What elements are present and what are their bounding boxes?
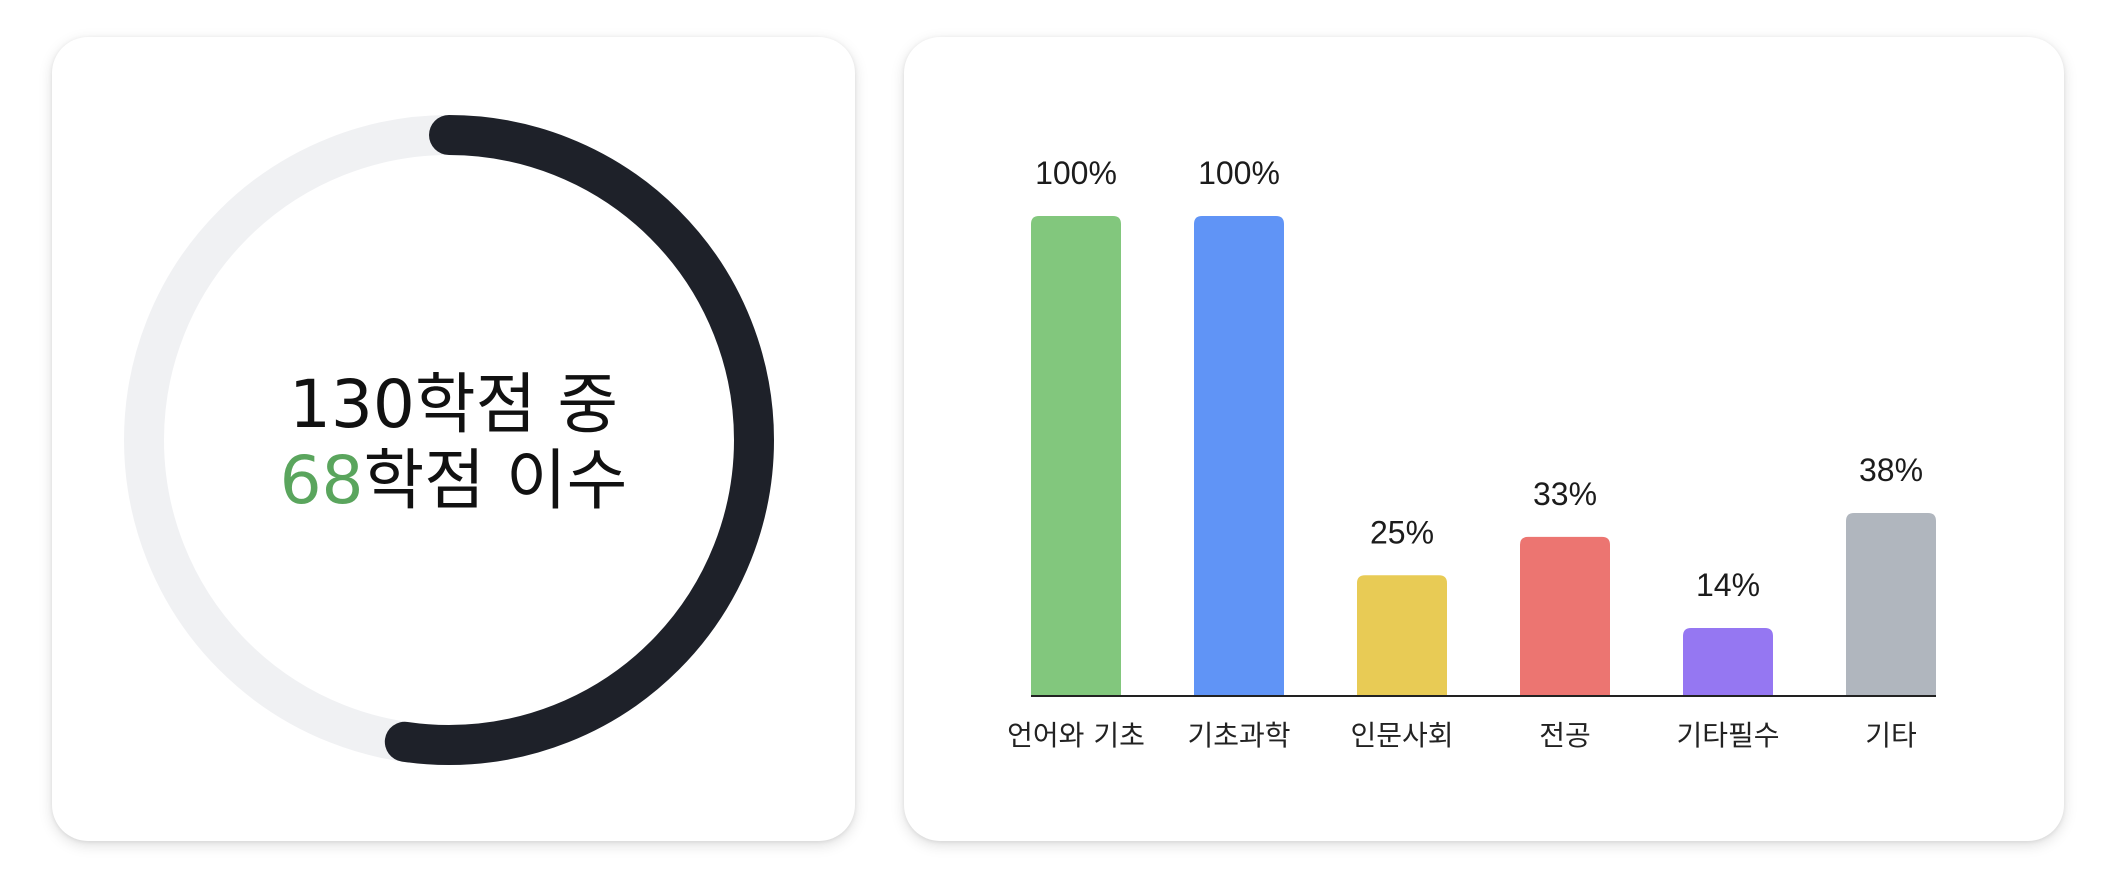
earned-credits-text: 68학점 이수 xyxy=(52,443,855,519)
bar-value-label: 25% xyxy=(1370,514,1434,550)
bar-value-label: 38% xyxy=(1859,452,1923,488)
category-bar-chart-card: 100% 언어와 기초 100% 기초과학 25% 인문사회 33% 전공 14% 기타필수 38%… xyxy=(904,37,2064,841)
bar-4 xyxy=(1520,536,1610,695)
total-credits-text: 130학점 중 xyxy=(52,367,855,443)
bar-value-label: 14% xyxy=(1696,567,1760,603)
bar-value-label: 100% xyxy=(1035,155,1117,191)
credit-summary-card: 130학점 중 68학점 이수 xyxy=(52,37,855,841)
progress-ring-arc xyxy=(124,115,774,765)
category-label: 언어와 기초 xyxy=(1007,719,1145,752)
total-credits-label: 130학점 중 xyxy=(288,366,619,443)
bar-6 xyxy=(1846,512,1936,695)
earned-credits-value: 68 xyxy=(279,442,364,519)
category-label: 기초과학 xyxy=(1187,719,1290,752)
category-bar-chart: 100% 언어와 기초 100% 기초과학 25% 인문사회 33% 전공 14% 기타필수 38%… xyxy=(1007,155,1936,752)
bar-value-label: 100% xyxy=(1198,155,1280,191)
bar-5 xyxy=(1683,627,1773,695)
bar-1 xyxy=(1031,216,1121,695)
category-label: 인문사회 xyxy=(1350,719,1453,752)
bar-2 xyxy=(1194,216,1284,695)
credit-progress-ring xyxy=(124,115,774,765)
bar-value-label: 33% xyxy=(1533,476,1597,512)
bar-3 xyxy=(1357,575,1447,695)
category-label: 기타필수 xyxy=(1676,719,1779,752)
category-label: 전공 xyxy=(1539,719,1591,752)
earned-credits-label: 학점 이수 xyxy=(363,442,628,519)
category-label: 기타 xyxy=(1865,719,1917,752)
